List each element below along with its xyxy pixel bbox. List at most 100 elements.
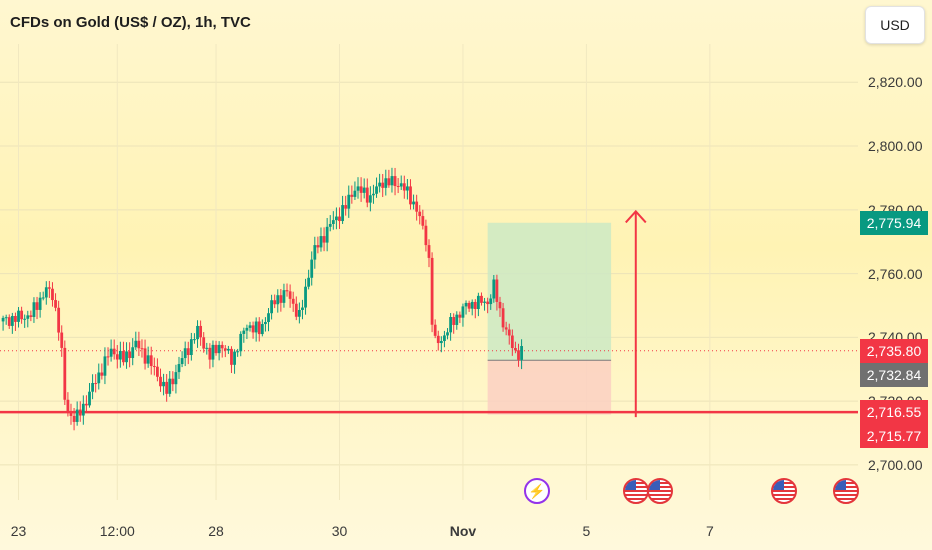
candle-body [75, 409, 79, 422]
candle-body [307, 277, 311, 287]
candle-body [507, 329, 511, 336]
candle-body [421, 216, 425, 226]
candle-body [325, 226, 329, 243]
candle-body [180, 358, 184, 365]
currency-button[interactable]: USD [865, 6, 925, 44]
price-tag-tp: 2,775.94 [860, 210, 928, 235]
stop-zone [487, 360, 612, 415]
candle-body [29, 315, 33, 317]
candle-body [297, 309, 301, 317]
candle-body [276, 295, 280, 305]
candle-body [273, 300, 277, 305]
candle-body [171, 378, 175, 385]
candle-body [473, 301, 477, 309]
candle-body [375, 186, 378, 194]
candle-body [412, 201, 415, 205]
candle-body [137, 340, 141, 349]
candle-body [458, 314, 462, 318]
candle-body [60, 332, 64, 348]
candle-body [125, 351, 128, 363]
candle-body [504, 327, 508, 330]
candle-body [452, 316, 456, 325]
candle-body [393, 176, 397, 187]
candle-body [313, 245, 317, 260]
us-flag-icon[interactable] [770, 478, 797, 504]
candle-body [118, 350, 122, 360]
candle-body [455, 314, 459, 325]
candle-body [165, 381, 169, 394]
candle-body [44, 287, 48, 298]
lightning-icon[interactable]: ⚡ [524, 478, 551, 504]
candle-body [461, 306, 465, 318]
candle-body [288, 291, 292, 299]
candle-body [492, 279, 496, 299]
candle-body [430, 257, 434, 325]
candle-body [233, 351, 236, 365]
candle-body [267, 313, 270, 323]
candle-body [409, 186, 412, 205]
candle-body [7, 317, 11, 326]
candle-body [177, 364, 181, 373]
us-flag-icon[interactable] [832, 478, 859, 504]
candle-body [38, 297, 42, 310]
candle-body [350, 194, 354, 197]
candle-body [331, 220, 335, 224]
candle-body [418, 211, 422, 217]
candle-body [112, 348, 116, 355]
candle-body [415, 201, 419, 212]
candle-body [322, 236, 326, 243]
candle-body [381, 182, 385, 188]
candle-body [189, 339, 193, 356]
price-tag-support: 2,716.55 [860, 400, 928, 425]
y-tick-label: 2,820.00 [868, 74, 923, 91]
candle-body [51, 288, 54, 301]
candle-body [446, 332, 449, 336]
candle-body [183, 348, 187, 359]
candle-body [264, 322, 267, 325]
candle-body [362, 187, 366, 193]
y-tick-label: 2,800.00 [868, 138, 923, 155]
candle-body [23, 318, 27, 320]
candle-body [476, 295, 480, 309]
y-tick-label: 2,760.00 [868, 265, 923, 282]
target-zone [487, 222, 612, 361]
candle-body [436, 335, 440, 344]
candle-body [486, 301, 490, 305]
candle-body [72, 415, 76, 422]
candle-body [285, 290, 289, 292]
candle-body [251, 325, 255, 333]
candle-body [97, 372, 101, 384]
candle-body [193, 339, 196, 341]
candle-body [310, 259, 314, 278]
candle-body [254, 321, 258, 333]
candle-body [32, 302, 36, 317]
price-tag-current: 2,735.80 [860, 338, 928, 363]
candle-body [319, 236, 323, 248]
candle-body [186, 348, 190, 356]
candle-body [196, 325, 199, 340]
candle-body [501, 308, 505, 328]
candle-body [78, 409, 82, 416]
candle-body [14, 316, 17, 322]
candle-body [115, 354, 119, 360]
candle-body [47, 287, 51, 289]
candle-body [467, 302, 471, 309]
candle-body [4, 317, 8, 319]
candle-body [149, 355, 153, 367]
candle-body [424, 225, 428, 246]
candle-body [109, 348, 113, 357]
candle-body [230, 348, 233, 365]
candle-body [91, 383, 94, 392]
us-flag-icon[interactable] [647, 478, 674, 504]
us-flag-icon[interactable] [622, 478, 649, 504]
candle-body [211, 344, 215, 360]
candle-body [174, 372, 178, 385]
chart-title: CFDs on Gold (US$ / OZ), 1h, TVC [10, 14, 251, 31]
candle-body [338, 216, 341, 222]
candle-body [152, 366, 156, 368]
candle-body [17, 310, 20, 322]
candle-body [146, 355, 150, 364]
candle-body [88, 391, 91, 406]
